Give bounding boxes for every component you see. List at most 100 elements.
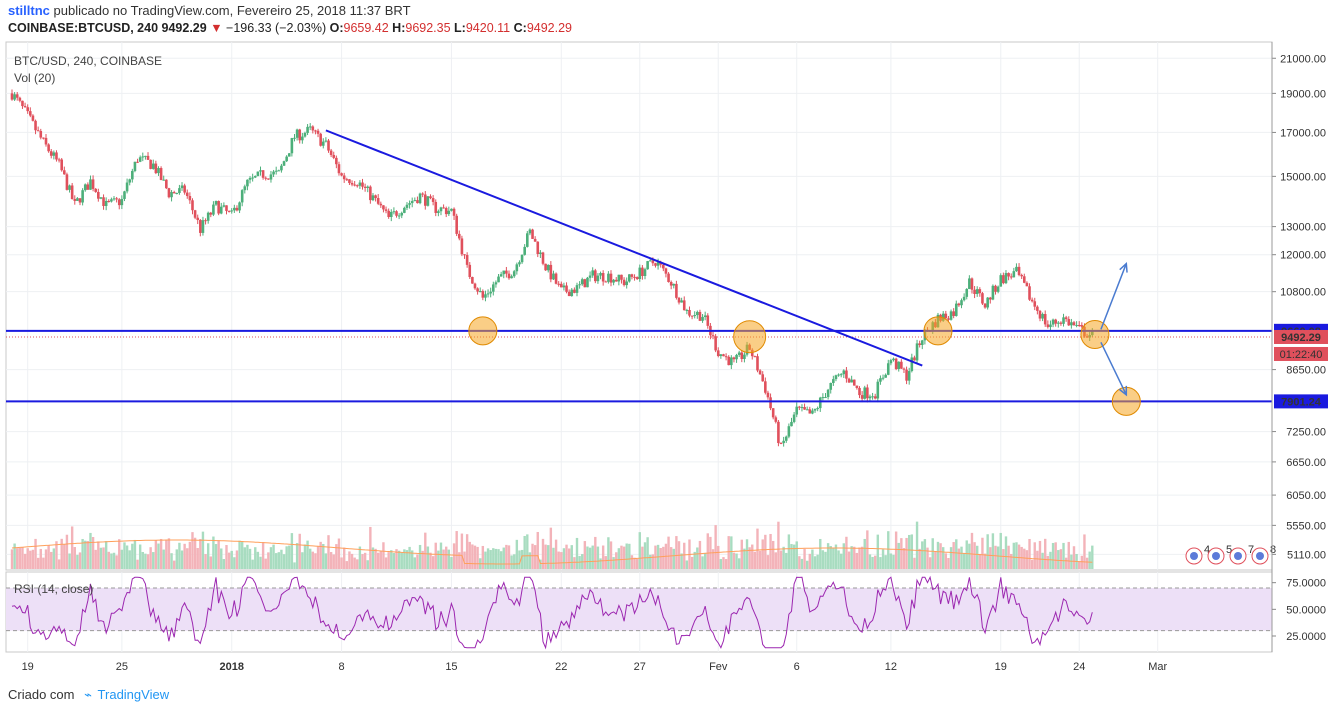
candle-body	[379, 203, 383, 206]
volume-bar	[926, 547, 929, 569]
candle-body	[915, 343, 919, 361]
x-tick-label: 15	[445, 661, 457, 673]
volume-bar	[476, 546, 479, 569]
candle-body	[497, 276, 500, 283]
footer: Criado com ⌁ TradingView	[8, 687, 169, 703]
volume-bar	[635, 559, 639, 569]
volume-bar	[915, 521, 919, 569]
volume-bar	[866, 530, 869, 569]
rsi-pane	[6, 575, 1272, 650]
candle-body	[790, 421, 793, 427]
candle-body	[983, 303, 987, 308]
tradingview-brand[interactable]: TradingView	[97, 687, 170, 702]
volume-bar	[531, 543, 534, 569]
symbol-label: COINBASE:BTCUSD, 240	[8, 21, 159, 35]
volume-bar	[94, 549, 97, 569]
candle-body	[183, 185, 186, 193]
candle-body	[902, 368, 906, 370]
volume-bar	[792, 544, 796, 569]
candle-body	[1012, 271, 1016, 278]
candle-body	[193, 210, 197, 218]
volume-bar	[960, 546, 963, 569]
candle-body	[471, 277, 474, 284]
candle-body	[259, 170, 262, 172]
tradingview-logo-icon[interactable]: ⌁	[84, 687, 92, 702]
candle-body	[180, 185, 184, 189]
candle-body	[363, 186, 367, 188]
candle-body	[643, 269, 647, 276]
volume-bar	[329, 552, 333, 569]
volume-bar	[374, 548, 377, 569]
candle-body	[311, 126, 315, 131]
volume-bar	[392, 553, 396, 569]
candle-body	[798, 406, 801, 408]
candle-body	[42, 137, 45, 139]
volume-bar	[363, 552, 367, 569]
candle-body	[952, 311, 955, 316]
candle-body	[397, 215, 401, 217]
candle-body	[369, 186, 372, 201]
x-tick-label: 8	[339, 661, 345, 673]
candle-body	[437, 211, 440, 213]
candle-body	[290, 138, 294, 154]
candle-body	[900, 361, 903, 369]
volume-bar	[489, 550, 492, 569]
volume-bar	[259, 556, 262, 569]
candle-body	[395, 211, 398, 216]
volume-bar	[1088, 551, 1091, 569]
volume-bar	[303, 544, 307, 569]
candle-body	[253, 176, 257, 178]
chart-title: BTC/USD, 240, COINBASE	[14, 54, 162, 68]
candle-body	[298, 129, 302, 141]
volume-bar	[238, 540, 241, 569]
volume-bar	[1012, 542, 1016, 569]
candle-body	[243, 186, 247, 191]
volume-bar	[426, 546, 430, 569]
volume-bar	[761, 539, 764, 569]
volume-bar	[599, 558, 602, 569]
candle-body	[834, 375, 838, 380]
volume-bar	[698, 540, 702, 569]
candle-body	[468, 264, 472, 278]
candle-body	[89, 179, 92, 190]
candle-body	[654, 263, 657, 266]
candle-body	[552, 273, 555, 280]
candle-body	[230, 210, 234, 212]
candle-body	[724, 356, 728, 358]
candle-body	[892, 358, 895, 361]
volume-bar	[10, 549, 14, 569]
volume-bar	[934, 551, 937, 569]
candle-body	[99, 197, 103, 199]
candle-body	[531, 229, 534, 239]
candle-body	[965, 288, 969, 297]
candle-body	[10, 93, 14, 100]
author-link[interactable]: stilltnc	[8, 3, 50, 18]
candle-body	[910, 357, 914, 372]
candle-body	[1007, 273, 1010, 277]
volume-bar	[120, 549, 124, 569]
volume-bar	[248, 548, 252, 569]
volume-bar	[115, 555, 118, 569]
candle-body	[44, 137, 48, 145]
event-badge-label: 7	[1248, 544, 1254, 556]
volume-bar	[251, 559, 254, 569]
volume-bar	[638, 532, 641, 569]
volume-bar	[717, 545, 720, 569]
volume-bar	[358, 546, 362, 569]
candle-body	[761, 374, 765, 382]
volume-bar	[1054, 542, 1057, 569]
candle-body	[787, 426, 791, 437]
volume-bar	[528, 552, 532, 569]
volume-bar	[570, 545, 573, 569]
volume-bar	[758, 550, 762, 569]
volume-bar	[104, 541, 108, 569]
volume-bar	[42, 557, 45, 569]
volume-bar	[70, 526, 74, 569]
volume-bar	[214, 544, 218, 569]
volume-bar	[324, 553, 328, 569]
volume-bar	[316, 546, 320, 569]
candle-body	[321, 141, 325, 146]
candle-body	[526, 233, 529, 247]
volume-bar	[418, 544, 422, 569]
